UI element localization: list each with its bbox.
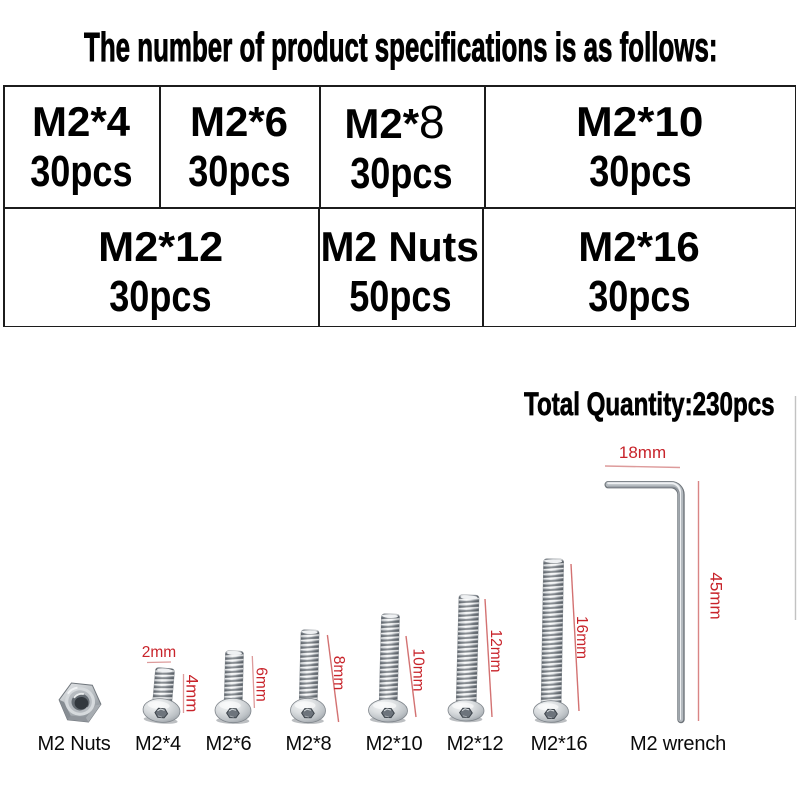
svg-text:8mm: 8mm xyxy=(330,656,347,690)
svg-text:2mm: 2mm xyxy=(142,644,176,661)
svg-text:4mm: 4mm xyxy=(183,675,202,713)
svg-text:12mm: 12mm xyxy=(487,629,504,672)
svg-text:18mm: 18mm xyxy=(619,443,666,462)
svg-text:45mm: 45mm xyxy=(707,572,726,619)
svg-text:10mm: 10mm xyxy=(410,648,427,691)
svg-text:16mm: 16mm xyxy=(573,616,590,659)
svg-text:6mm: 6mm xyxy=(253,667,270,701)
